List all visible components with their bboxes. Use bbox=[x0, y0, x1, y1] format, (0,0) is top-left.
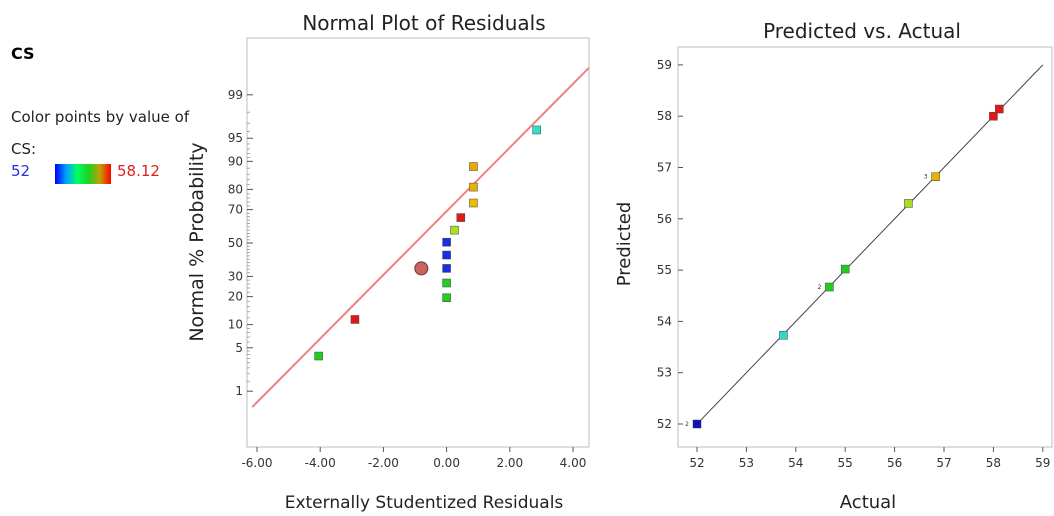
y-tick-label: 1 bbox=[235, 384, 243, 398]
x-tick-label: 52 bbox=[689, 456, 704, 470]
data-point bbox=[469, 198, 478, 208]
data-point bbox=[779, 331, 788, 340]
response-name: CS bbox=[11, 44, 35, 63]
point-count-label: 3 bbox=[924, 174, 928, 181]
y-tick-label: 20 bbox=[228, 290, 243, 304]
y-axis-label: Predicted bbox=[614, 202, 635, 287]
y-tick-label: 55 bbox=[657, 263, 672, 277]
color-gradient-bar bbox=[55, 164, 111, 184]
x-tick-label: 0.00 bbox=[433, 456, 460, 470]
x-axis-label: Actual bbox=[840, 492, 896, 513]
data-point bbox=[469, 162, 478, 171]
y-tick-label: 70 bbox=[228, 203, 243, 217]
data-point bbox=[442, 278, 451, 288]
y-tick-label: 53 bbox=[657, 366, 672, 380]
x-tick-label: 4.00 bbox=[560, 456, 587, 470]
y-tick-label: 58 bbox=[657, 109, 672, 123]
y-tick-label: 10 bbox=[228, 318, 243, 332]
data-point bbox=[314, 351, 323, 361]
legend-min-value: 52 bbox=[11, 162, 31, 180]
plot-area bbox=[246, 37, 590, 448]
chart-title: Predicted vs. Actual bbox=[763, 19, 961, 43]
x-tick-label: 54 bbox=[788, 456, 803, 470]
x-axis-label: Externally Studentized Residuals bbox=[285, 493, 564, 513]
point-count-label: 2 bbox=[685, 421, 689, 428]
color-by-label: Color points by value of CS: bbox=[11, 108, 190, 158]
chart-title: Normal Plot of Residuals bbox=[302, 11, 545, 35]
diagonal-line bbox=[694, 64, 1044, 427]
y-axis-label: Normal % Probability bbox=[186, 142, 208, 341]
data-point bbox=[532, 125, 541, 135]
y-tick-label: 54 bbox=[657, 314, 672, 328]
data-point bbox=[442, 237, 451, 247]
x-tick-label: 2.00 bbox=[496, 456, 523, 470]
fit-line bbox=[251, 67, 589, 408]
y-tick-label: 59 bbox=[657, 58, 672, 72]
y-tick-label: 5 bbox=[235, 341, 243, 355]
y-tick-label: 90 bbox=[228, 154, 243, 168]
y-tick-label: 30 bbox=[228, 269, 243, 283]
y-tick-label: 50 bbox=[228, 236, 243, 250]
sidebar-legend: CS Color points by value of CS: 52 58.12 bbox=[0, 0, 200, 200]
highlight-point bbox=[414, 261, 429, 276]
data-point bbox=[989, 111, 998, 121]
data-point bbox=[350, 315, 360, 324]
data-point bbox=[442, 264, 451, 273]
data-point bbox=[931, 172, 940, 181]
y-tick-label: 95 bbox=[228, 131, 243, 145]
y-tick-label: 56 bbox=[657, 212, 672, 226]
x-tick-label: -4.00 bbox=[305, 456, 336, 470]
point-count-label: 2 bbox=[818, 284, 822, 291]
data-point bbox=[450, 225, 459, 235]
data-point bbox=[442, 250, 451, 260]
data-point bbox=[904, 199, 913, 208]
y-tick-label: 57 bbox=[657, 161, 672, 175]
x-tick-label: 59 bbox=[1035, 456, 1050, 470]
data-point bbox=[995, 104, 1004, 114]
y-tick-label: 80 bbox=[228, 182, 243, 196]
data-point bbox=[825, 282, 834, 292]
x-tick-label: 55 bbox=[838, 456, 853, 470]
data-point bbox=[469, 182, 478, 192]
y-tick-label: 99 bbox=[228, 88, 243, 102]
data-point bbox=[840, 264, 850, 274]
x-tick-label: 57 bbox=[936, 456, 951, 470]
y-tick-label: 52 bbox=[657, 417, 672, 431]
data-point bbox=[442, 293, 451, 303]
x-tick-label: -6.00 bbox=[241, 456, 272, 470]
legend-max-value: 58.12 bbox=[117, 162, 160, 180]
data-point bbox=[692, 419, 702, 429]
x-tick-label: 53 bbox=[739, 456, 754, 470]
x-tick-label: 58 bbox=[986, 456, 1001, 470]
data-point bbox=[456, 213, 466, 222]
x-tick-label: 56 bbox=[887, 456, 902, 470]
x-tick-label: -2.00 bbox=[368, 456, 399, 470]
